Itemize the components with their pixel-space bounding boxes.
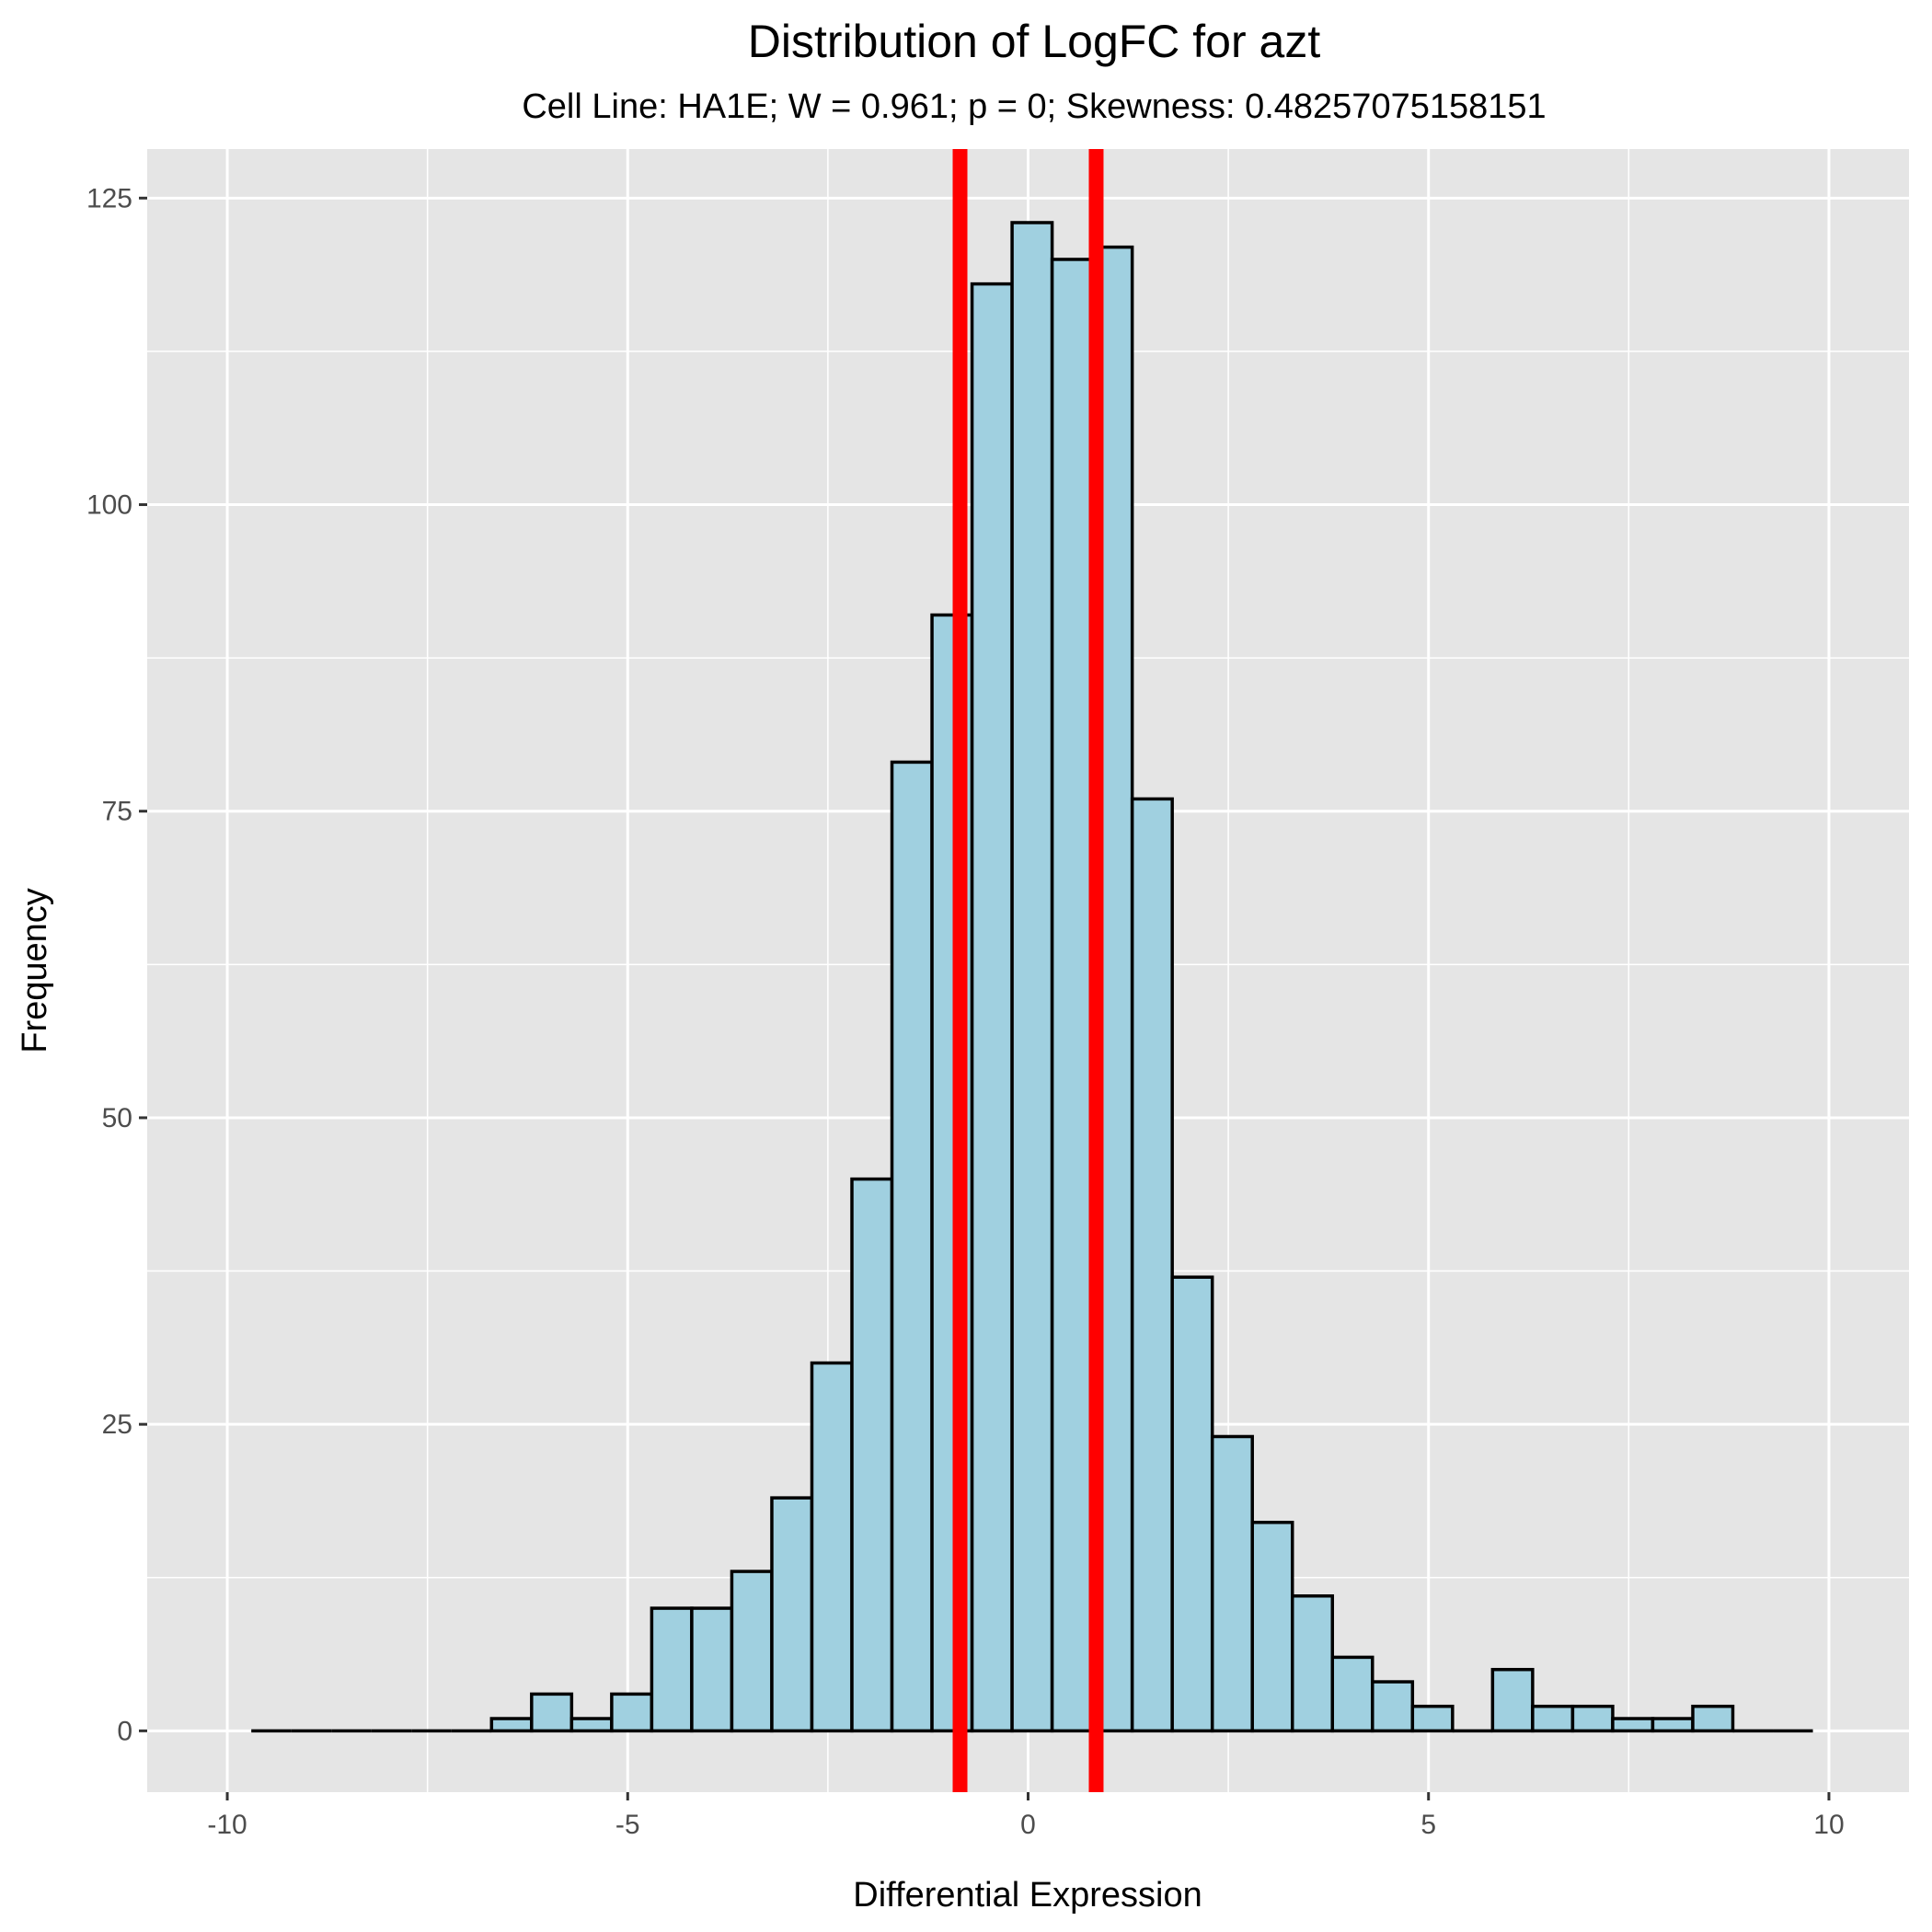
y-tick-label: 125	[86, 183, 132, 213]
histogram-bar	[1611, 1717, 1655, 1733]
histogram-bar	[530, 1692, 574, 1733]
histogram-bar	[610, 1692, 654, 1733]
histogram-bar	[569, 1717, 614, 1733]
histogram-bar	[1050, 258, 1094, 1733]
chart-subtitle: Cell Line: HA1E; W = 0.961; p = 0; Skewn…	[522, 87, 1546, 126]
histogram-bar	[1210, 1434, 1254, 1733]
histogram-bar	[890, 760, 934, 1733]
histogram-bar	[1371, 1680, 1415, 1733]
histogram-bar	[690, 1606, 734, 1733]
histogram-bar	[730, 1570, 774, 1733]
y-axis: 0 25 50 75 100 125	[86, 183, 147, 1746]
x-axis-title: Differential Expression	[853, 1876, 1202, 1915]
histogram-bar	[1570, 1704, 1615, 1733]
histogram-bar	[1490, 1667, 1535, 1733]
y-tick-label: 0	[117, 1716, 132, 1746]
histogram-bar	[650, 1606, 694, 1733]
histogram-bar	[810, 1361, 854, 1733]
y-tick-label: 75	[102, 797, 132, 827]
histogram-bar	[1410, 1704, 1455, 1733]
chart-title: Distribution of LogFC for azt	[748, 16, 1321, 67]
histogram-bar	[1010, 221, 1054, 1733]
histogram-bar	[1291, 1593, 1335, 1733]
histogram-bar	[1170, 1275, 1214, 1733]
x-tick-label: 10	[1813, 1810, 1844, 1840]
histogram-bar	[1691, 1704, 1735, 1733]
histogram-bar	[1531, 1704, 1575, 1733]
histogram-bar	[970, 282, 1014, 1733]
histogram-bar	[1250, 1521, 1294, 1733]
x-tick-label: -10	[207, 1810, 247, 1840]
y-tick-label: 100	[86, 490, 132, 521]
y-axis-title: Frequency	[16, 888, 54, 1053]
x-tick-label: 5	[1420, 1810, 1436, 1840]
y-tick-label: 25	[102, 1409, 132, 1440]
y-tick-label: 50	[102, 1103, 132, 1133]
x-tick-label: -5	[615, 1810, 640, 1840]
histogram-bar	[1130, 797, 1174, 1733]
histogram-bar	[1330, 1655, 1374, 1733]
reference-lines	[952, 149, 1104, 1792]
x-axis: -10 -5 0 5 10	[207, 1792, 1845, 1840]
histogram-bar	[850, 1177, 894, 1733]
histogram-bar	[770, 1496, 814, 1733]
x-tick-label: 0	[1020, 1810, 1036, 1840]
histogram-bar	[489, 1717, 534, 1733]
histogram-bar	[1650, 1717, 1695, 1733]
